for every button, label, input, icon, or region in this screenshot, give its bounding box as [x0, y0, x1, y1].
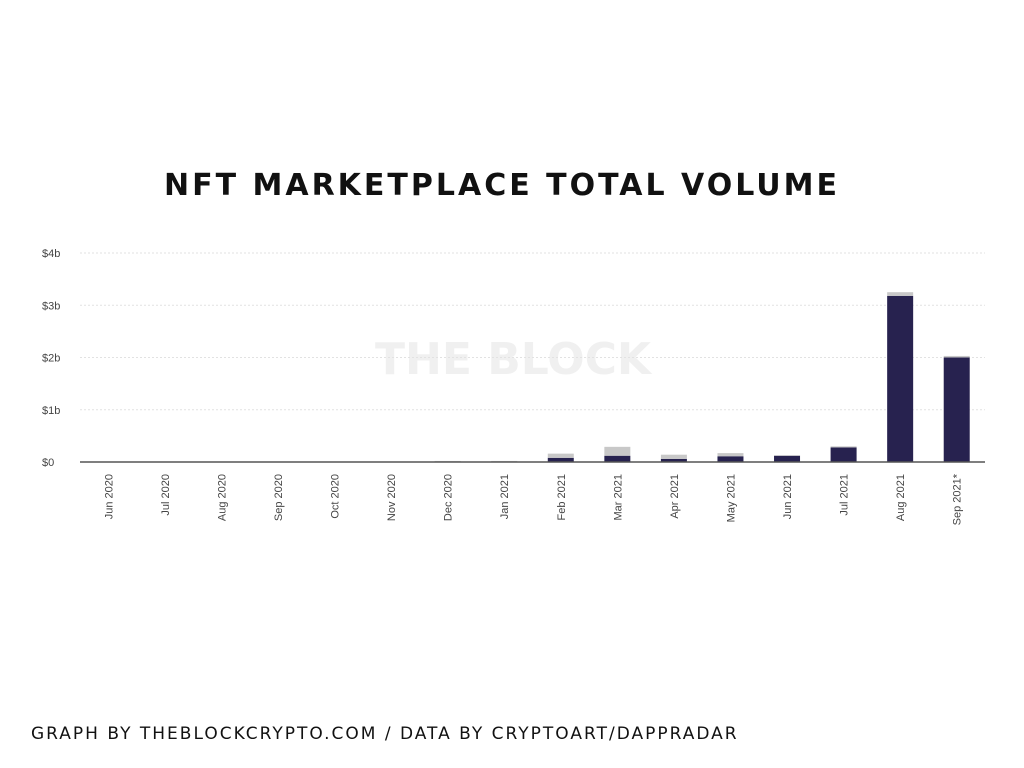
bar-segment-secondary: [660, 454, 687, 459]
y-tick-label: $4b: [42, 248, 60, 260]
x-tick-label: Dec 2020: [443, 474, 455, 521]
x-tick-label: Apr 2021: [669, 474, 681, 519]
x-tick-label: Sep 2021*: [952, 473, 964, 525]
bar-segment-secondary: [547, 453, 574, 458]
x-tick-label: Aug 2020: [216, 474, 228, 521]
x-tick-label: Feb 2021: [556, 474, 568, 520]
x-tick-label: Oct 2020: [330, 474, 342, 519]
bar-segment-primary: [830, 447, 857, 462]
gridlines: [80, 252, 985, 411]
watermark: THE BLOCK: [375, 334, 653, 385]
chart-title: NFT MARKETPLACE TOTAL VOLUME: [164, 168, 840, 203]
source-credit: GRAPH BY THEBLOCKCRYPTO.COM / DATA BY CR…: [31, 724, 739, 744]
x-tick-label: Mar 2021: [612, 474, 624, 520]
bar-segment-secondary: [604, 446, 631, 456]
x-tick-label: Nov 2020: [386, 474, 398, 521]
x-tick-label: May 2021: [725, 474, 737, 522]
x-tick-label: Jan 2021: [499, 474, 511, 519]
bar-segment-secondary: [887, 292, 914, 296]
x-tick-label: Jul 2020: [160, 474, 172, 516]
bar-segment-secondary: [717, 453, 744, 457]
bar-segment-secondary: [830, 446, 857, 448]
bar-segment-primary: [547, 457, 574, 462]
bar-segment-primary: [660, 458, 687, 462]
bars: [434, 292, 970, 463]
bar-segment-primary: [887, 295, 914, 462]
y-tick-label: $1b: [42, 405, 60, 417]
x-tick-label: Jun 2020: [103, 474, 115, 519]
x-tick-label: Jun 2021: [782, 474, 794, 519]
x-axis: Jun 2020 Jul 2020 Aug 2020 Sep 2020 Oct 2020…: [103, 473, 963, 525]
x-tick-label: Sep 2020: [273, 474, 285, 521]
bar-segment-primary: [774, 455, 801, 462]
y-axis: $0 $1b $2b $3b $4b: [42, 248, 60, 469]
bar-segment-primary: [717, 456, 744, 462]
bar-segment-primary: [943, 357, 970, 462]
y-tick-label: $3b: [42, 300, 60, 312]
bar-segment-secondary: [774, 455, 801, 456]
y-tick-label: $0: [42, 457, 54, 469]
x-tick-label: Aug 2021: [895, 474, 907, 521]
y-tick-label: $2b: [42, 353, 60, 365]
bar-segment-primary: [604, 455, 631, 462]
bar-segment-secondary: [943, 355, 970, 358]
x-tick-label: Jul 2021: [839, 474, 851, 516]
